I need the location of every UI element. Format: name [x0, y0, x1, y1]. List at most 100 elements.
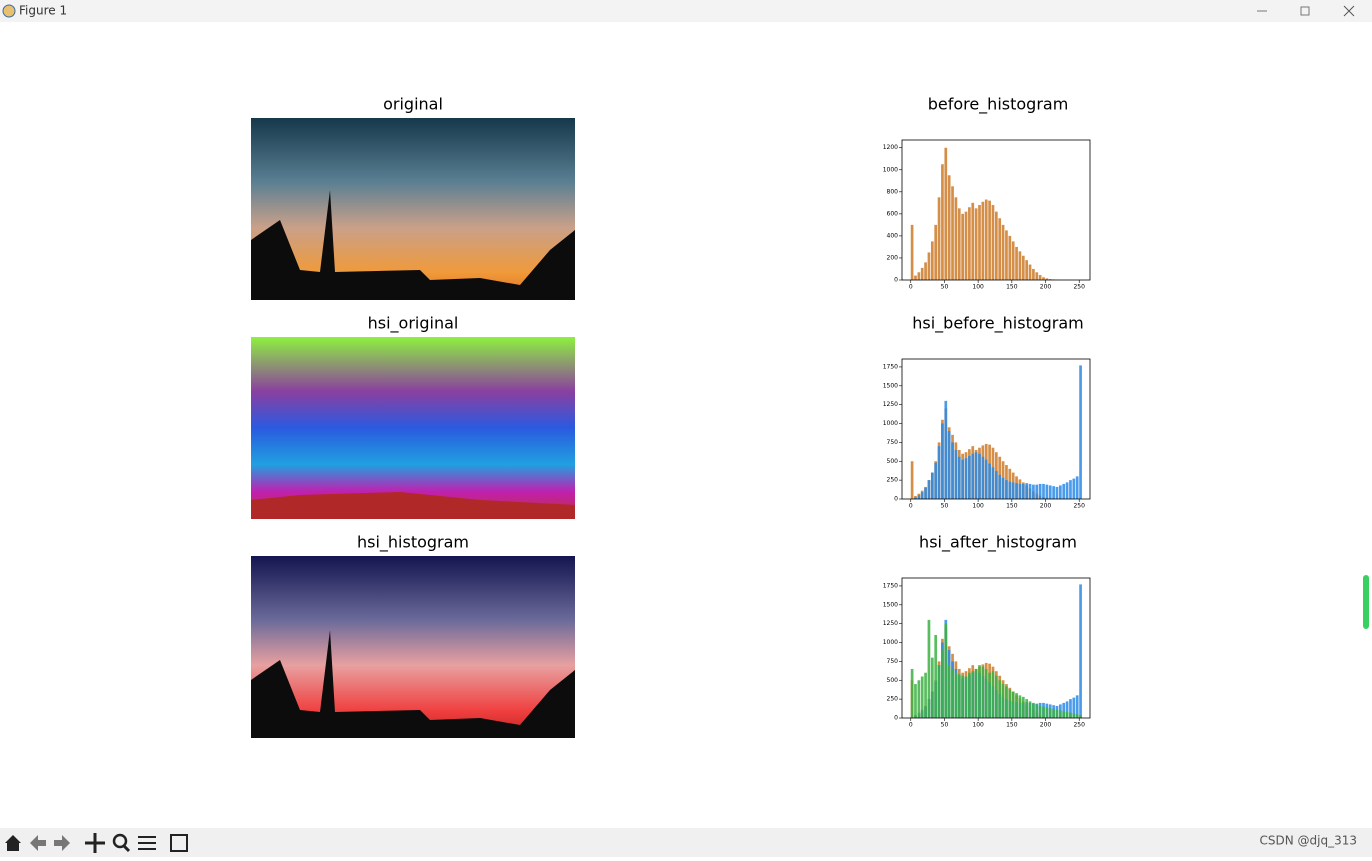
- histogram-bar: [1032, 269, 1035, 280]
- y-tick-label: 0: [894, 496, 898, 503]
- y-tick-label: 1250: [883, 401, 898, 408]
- histogram-bar: [924, 262, 927, 280]
- x-tick-label: 200: [1040, 284, 1052, 291]
- histogram-bar: [928, 620, 931, 718]
- histogram-bar: [1046, 707, 1049, 718]
- histogram-bar: [931, 241, 934, 280]
- histogram-bar: [921, 268, 924, 280]
- y-tick-label: 600: [887, 210, 899, 217]
- histogram-bar: [1042, 277, 1045, 280]
- histogram-bar: [1076, 714, 1079, 718]
- histogram-bar: [992, 205, 995, 280]
- histogram-bar: [958, 674, 961, 718]
- image-title: hsi_histogram: [357, 533, 469, 553]
- histogram-bar: [1015, 483, 1018, 499]
- histogram-bar: [982, 457, 985, 499]
- histogram-bar: [1032, 703, 1035, 718]
- histogram-bar: [914, 684, 917, 718]
- histogram-bar: [921, 676, 924, 718]
- x-tick-label: 250: [1073, 503, 1085, 510]
- histogram-bar: [917, 680, 920, 718]
- histogram-bar: [1029, 265, 1032, 280]
- histogram-bar: [961, 214, 964, 280]
- watermark: CSDN @djq_313: [1260, 834, 1358, 848]
- histogram-bar: [1022, 256, 1025, 280]
- histogram-bar: [955, 197, 958, 280]
- histogram-bar: [971, 671, 974, 718]
- y-tick-label: 1500: [883, 601, 898, 608]
- histogram-bar: [1019, 484, 1022, 499]
- x-tick-label: 0: [909, 284, 913, 291]
- histogram-bar: [955, 673, 958, 718]
- y-tick-label: 500: [887, 458, 899, 465]
- x-tick-label: 50: [941, 722, 949, 729]
- x-tick-label: 150: [1006, 722, 1018, 729]
- histogram-bar: [988, 673, 991, 718]
- histogram-bar: [1002, 684, 1005, 718]
- histogram-bar: [1079, 365, 1082, 499]
- x-tick-label: 50: [941, 503, 949, 510]
- histogram-bar: [971, 454, 974, 499]
- histogram-bar: [1079, 584, 1082, 718]
- y-tick-label: 1000: [883, 420, 898, 427]
- histogram-bar: [914, 276, 917, 280]
- histogram-bar: [944, 148, 947, 280]
- y-tick-label: 1750: [883, 363, 898, 370]
- x-tick-label: 150: [1006, 284, 1018, 291]
- histogram-bar: [951, 186, 954, 280]
- histogram-bar: [971, 203, 974, 280]
- histogram-bar: [958, 208, 961, 280]
- histogram-bar: [965, 212, 968, 280]
- y-tick-label: 500: [887, 677, 899, 684]
- histogram-bar: [948, 665, 951, 718]
- histogram-bar: [1039, 706, 1042, 718]
- histogram-bar: [1035, 485, 1038, 499]
- y-tick-label: 250: [887, 696, 899, 703]
- histogram-bar: [948, 175, 951, 280]
- y-tick-label: 1000: [883, 639, 898, 646]
- histogram-bar: [931, 473, 934, 499]
- histogram-bar: [1076, 476, 1079, 499]
- histogram-bar: [1008, 236, 1011, 280]
- histogram-bar: [1056, 487, 1059, 499]
- histogram-bar: [941, 164, 944, 280]
- x-tick-label: 200: [1040, 503, 1052, 510]
- histogram-bar: [921, 492, 924, 499]
- app-icon: [3, 5, 15, 17]
- histogram-bar: [938, 665, 941, 718]
- histogram-bar: [924, 488, 927, 499]
- y-tick-label: 1500: [883, 382, 898, 389]
- histogram-bar: [1072, 713, 1075, 718]
- y-tick-label: 1000: [883, 166, 898, 173]
- histogram-bar: [961, 676, 964, 718]
- histogram-bar: [951, 669, 954, 718]
- histogram-bar: [975, 669, 978, 718]
- y-tick-label: 0: [894, 715, 898, 722]
- histogram-bar: [965, 676, 968, 718]
- x-tick-label: 0: [909, 503, 913, 510]
- histogram-bar: [1005, 686, 1008, 718]
- x-tick-label: 250: [1073, 722, 1085, 729]
- histogram-bar: [1012, 241, 1015, 280]
- histogram-bar: [982, 202, 985, 280]
- histogram-bar: [995, 212, 998, 280]
- histogram-bar: [1062, 484, 1065, 499]
- histogram-bar: [961, 460, 964, 499]
- histogram-bar: [975, 452, 978, 499]
- y-tick-label: 750: [887, 658, 899, 665]
- x-tick-label: 100: [972, 284, 984, 291]
- histogram-bar: [978, 454, 981, 499]
- histogram-bar: [931, 658, 934, 718]
- histogram-bar: [1035, 704, 1038, 718]
- histogram-bar: [911, 461, 914, 499]
- scrollbar[interactable]: [1363, 575, 1369, 629]
- x-tick-label: 100: [972, 722, 984, 729]
- histogram-bar: [955, 450, 958, 499]
- histogram-bar: [1059, 710, 1062, 718]
- histogram-bar: [1019, 695, 1022, 718]
- histogram-bar: [1022, 484, 1025, 499]
- histogram-bar: [1072, 479, 1075, 499]
- x-tick-label: 0: [909, 722, 913, 729]
- histogram-bar: [1069, 713, 1072, 718]
